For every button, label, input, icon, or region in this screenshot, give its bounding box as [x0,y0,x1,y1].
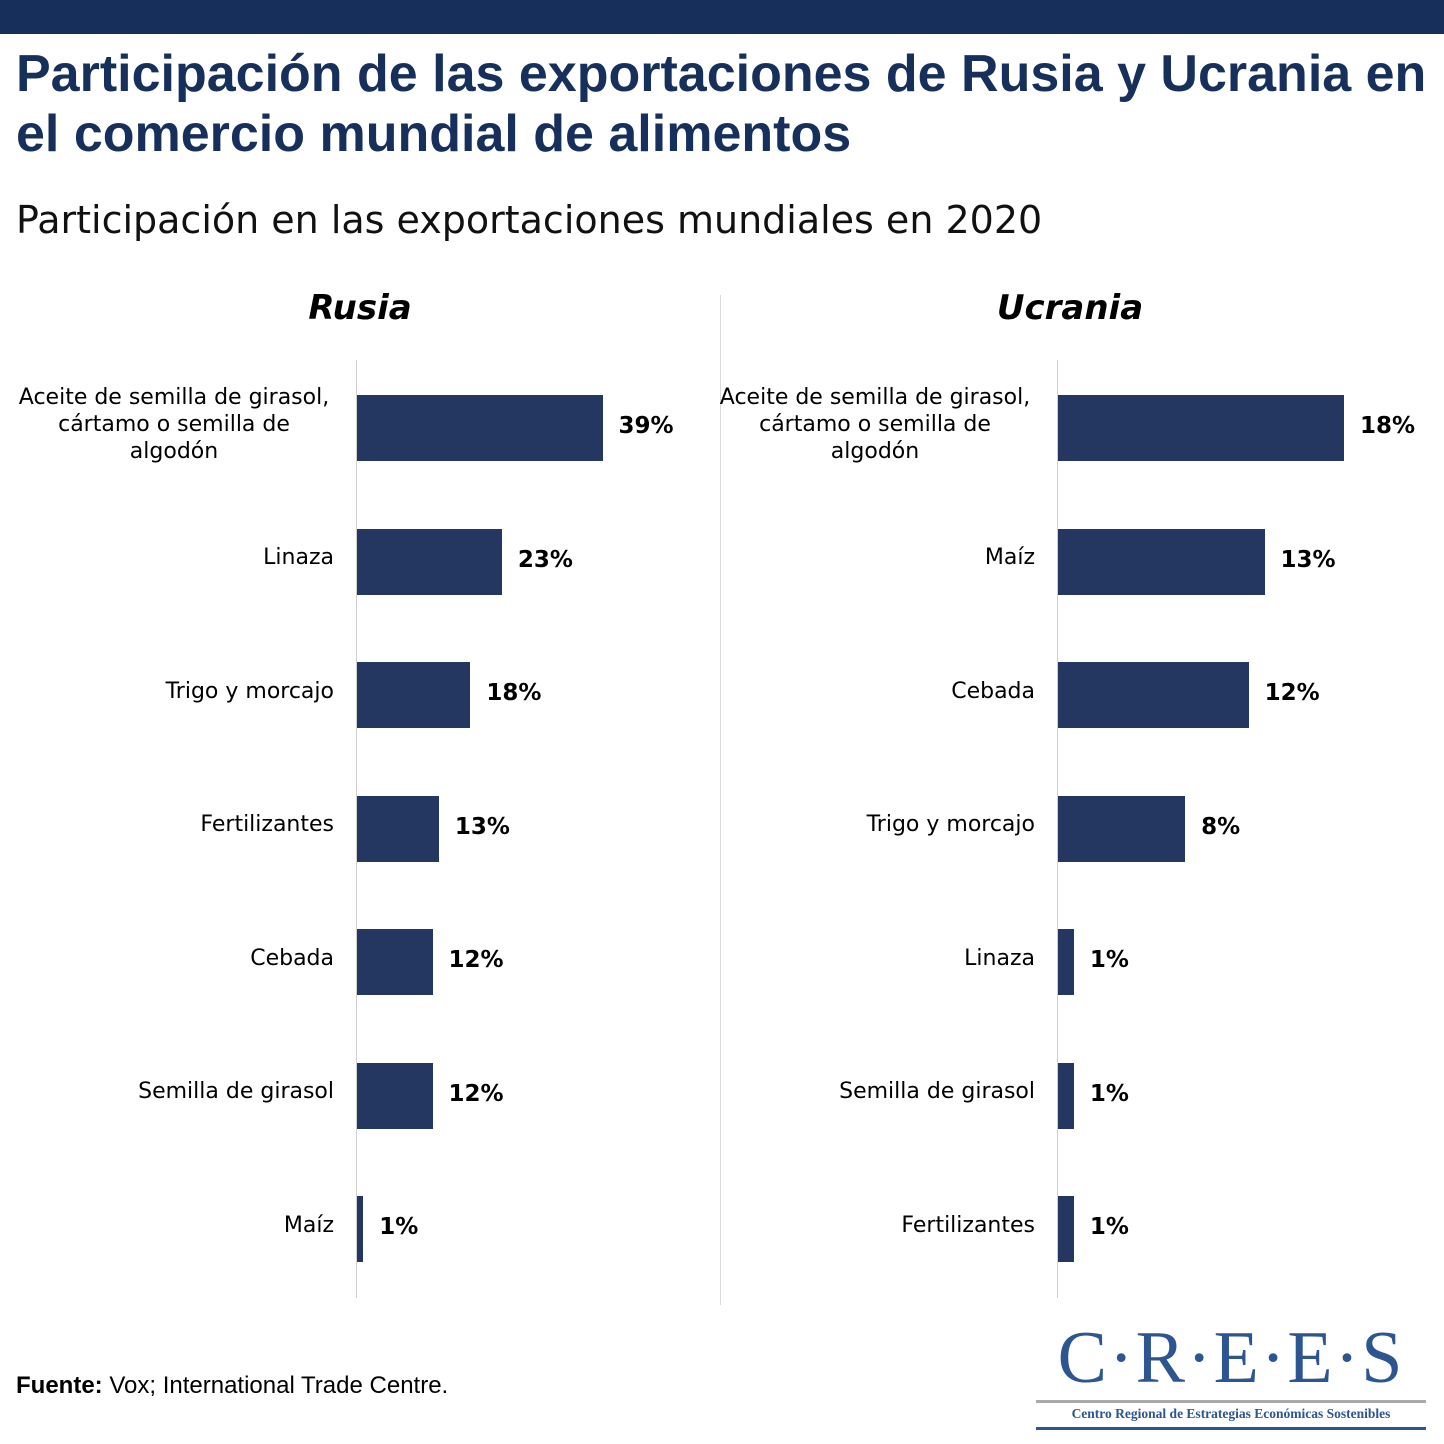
data-label: 1% [1089,1214,1129,1240]
bar [357,395,603,461]
category-label: Cebada [951,678,1035,704]
data-label: 1% [1089,947,1129,973]
data-label: 39% [618,413,674,439]
category-label: Linaza [263,545,334,570]
logo-wordmark: C·R·E·E·S [1057,1317,1405,1399]
category-label: Semilla de girasol [839,1079,1035,1104]
bar [1058,795,1186,862]
bar [1058,929,1074,995]
category-label: Maíz [984,545,1035,570]
source-note: Fuente: Vox; International Trade Centre. [16,1372,448,1400]
data-label: 8% [1201,813,1241,840]
category-label: Linaza [964,945,1035,971]
data-label: 18% [1359,413,1416,439]
data-label: 12% [1264,680,1320,706]
category-label: Trigo y morcajo [165,678,334,704]
data-label: 13% [454,813,510,840]
data-label: 23% [517,546,573,573]
top-banner [0,0,1444,34]
category-label: Fertilizantes [901,1212,1035,1238]
page-title: Participación de las exportaciones de Ru… [16,45,1427,163]
category-label: Aceite de semilla de girasol, cártamo o … [719,384,1031,464]
crees-logo: C·R·E·E·S Centro Regional de Estrategias… [1036,1317,1426,1432]
logo-subtitle: Centro Regional de Estrategias Económica… [1071,1406,1391,1421]
category-label: Cebada [250,945,334,971]
bar [1058,395,1344,461]
category-label: Aceite de semilla de girasol, cártamo o … [18,384,330,464]
logo-rule [1036,1400,1426,1403]
source-label: Fuente: [16,1372,103,1399]
chart-title: Rusia [308,288,412,328]
panel-divider [720,295,721,1305]
bar [357,929,433,995]
category-label: Maíz [283,1212,334,1238]
source-text: Vox; International Trade Centre. [102,1372,449,1399]
bar [357,662,471,728]
bar [1058,1196,1074,1262]
bar [357,795,439,862]
logo-rule [1036,1427,1426,1430]
data-label: 18% [486,680,542,706]
category-label: Fertilizantes [200,812,334,837]
bar [357,1062,433,1129]
bar [1058,528,1265,595]
y-axis-line [356,360,357,1298]
category-label: Semilla de girasol [138,1079,334,1104]
bar [1058,1062,1074,1129]
bar [357,528,502,595]
chart-title: Ucrania [996,288,1144,328]
bar [1058,662,1249,728]
data-label: 12% [448,1080,504,1107]
data-label: 12% [448,947,504,973]
data-label: 1% [1089,1080,1129,1107]
page-subtitle: Participación en las exportaciones mundi… [16,198,1043,242]
y-axis-line [1057,360,1058,1298]
category-label: Trigo y morcajo [866,812,1035,837]
bar [357,1196,364,1262]
data-label: 13% [1280,546,1336,573]
data-label: 1% [379,1214,419,1240]
